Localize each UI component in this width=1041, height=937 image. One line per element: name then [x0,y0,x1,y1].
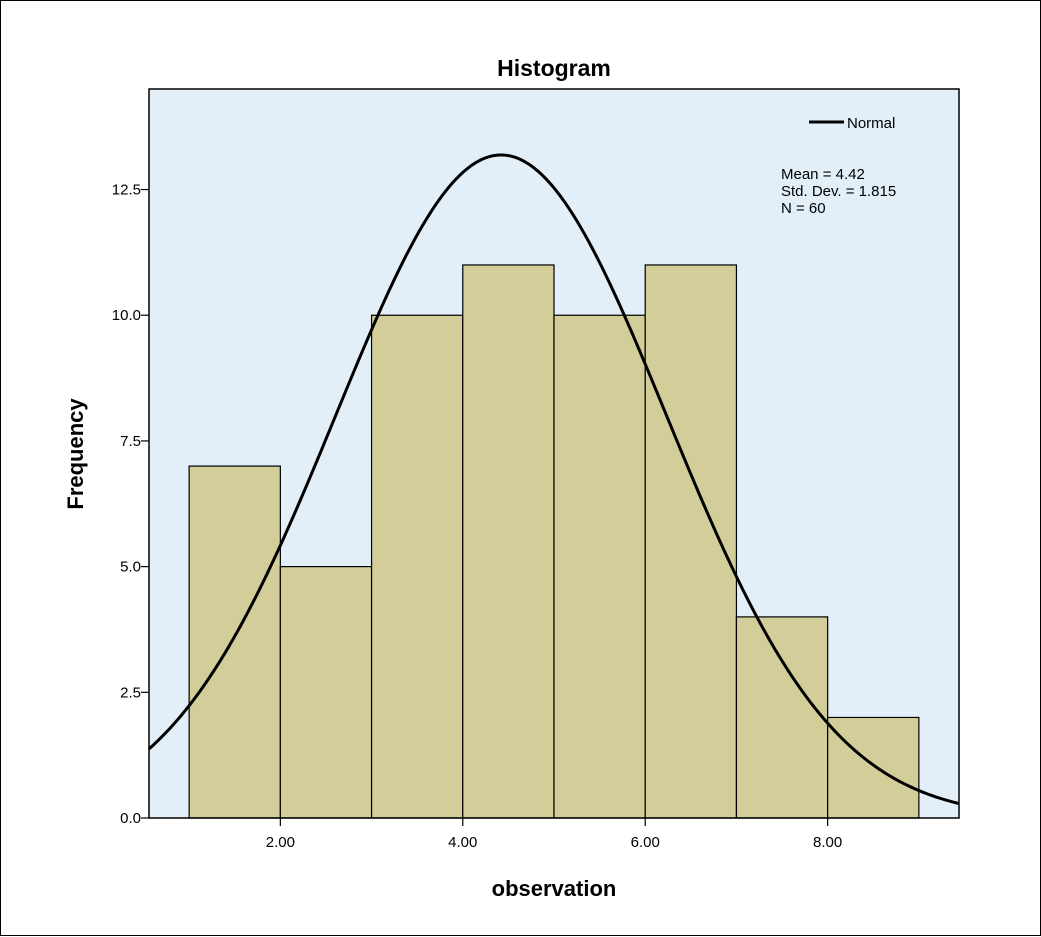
histogram-bar-5 [553,314,646,819]
y-tick-label: 2.5 [120,684,141,701]
histogram-bar-2 [279,566,373,819]
y-tick-label: 12.5 [112,182,141,199]
normal-curve [147,153,960,805]
histogram-bar-8 [827,716,920,819]
x-tick-label: 6.00 [631,834,660,851]
x-tick-label: 2.00 [266,834,295,851]
plot-border [148,88,960,819]
histogram-bar-1 [188,465,281,819]
histogram-bar-6 [644,264,738,819]
histogram-bar-7 [735,616,829,819]
y-axis-title: Frequency [63,398,88,510]
x-tick-label: 4.00 [448,834,477,851]
stat-std-dev: Std. Dev. = 1.815 [781,183,896,200]
stat-n: N = 60 [781,200,826,217]
stats-box: Mean = 4.42 Std. Dev. = 1.815 N = 60 [781,166,896,217]
x-tick-label: 8.00 [813,834,842,851]
stat-mean: Mean = 4.42 [781,166,865,183]
y-tick-label: 0.0 [120,810,141,827]
x-axis: 2.00 4.00 6.00 8.00 [266,818,842,851]
legend: Normal [809,115,895,132]
y-axis: 0.0 2.5 5.0 7.5 10.0 12.5 [112,182,149,827]
histogram-bar-3 [370,314,464,819]
histogram-bar-4 [462,264,555,819]
x-axis-title: observation [492,876,617,901]
y-tick-label: 10.0 [112,307,141,324]
chart-title: Histogram [497,55,611,81]
legend-label-normal: Normal [847,115,895,132]
bars-group [188,264,920,819]
y-tick-label: 7.5 [120,433,141,450]
y-tick-label: 5.0 [120,559,141,576]
